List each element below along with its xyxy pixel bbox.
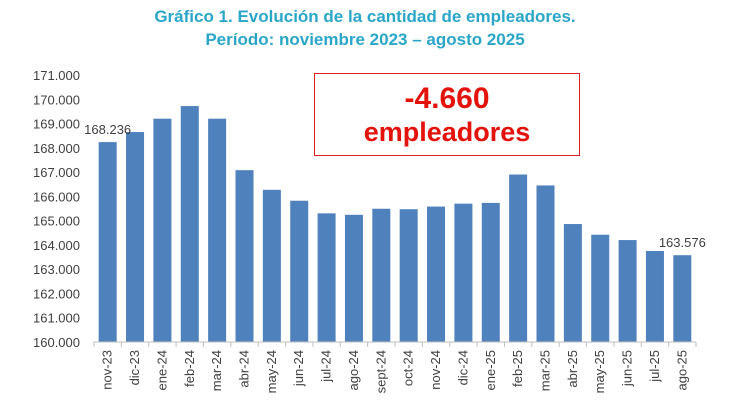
y-tick-label: 161.000 bbox=[33, 311, 80, 326]
bar bbox=[290, 200, 309, 342]
x-tick-label: jun-25 bbox=[620, 350, 635, 387]
y-tick-label: 166.000 bbox=[33, 189, 80, 204]
bar bbox=[536, 185, 555, 342]
bar bbox=[372, 208, 391, 342]
bar bbox=[317, 213, 336, 342]
x-tick-label: ene-24 bbox=[154, 350, 169, 390]
change-value: -4.660 bbox=[404, 82, 490, 115]
x-tick-label: sept-24 bbox=[373, 350, 388, 393]
bar bbox=[509, 174, 528, 342]
bar bbox=[454, 203, 473, 342]
x-tick-label: feb-25 bbox=[510, 350, 525, 387]
x-tick-label: abr-25 bbox=[565, 350, 580, 388]
x-tick-label: feb-24 bbox=[182, 350, 197, 387]
bar bbox=[208, 118, 227, 342]
y-tick-label: 167.000 bbox=[33, 165, 80, 180]
y-tick-label: 164.000 bbox=[33, 238, 80, 253]
bar bbox=[180, 106, 199, 342]
y-tick-label: 165.000 bbox=[33, 214, 80, 229]
bar bbox=[618, 240, 637, 342]
x-tick-label: nov-24 bbox=[428, 350, 443, 390]
x-tick-label: may-24 bbox=[264, 350, 279, 393]
chart-title: Gráfico 1. Evolución de la cantidad de e… bbox=[154, 7, 576, 26]
bar bbox=[126, 132, 145, 342]
bar bbox=[591, 234, 610, 342]
x-tick-label: abr-24 bbox=[237, 350, 252, 388]
x-tick-label: dic-24 bbox=[455, 350, 470, 385]
y-tick-label: 171.000 bbox=[33, 68, 80, 83]
bar bbox=[262, 189, 281, 342]
change-callout: -4.660 empleadores bbox=[314, 73, 580, 156]
x-tick-label: jun-24 bbox=[291, 350, 306, 387]
change-label: empleadores bbox=[363, 117, 531, 147]
x-tick-label: nov-23 bbox=[100, 350, 115, 390]
x-tick-label: mar-25 bbox=[538, 350, 553, 391]
x-tick-label: may-25 bbox=[592, 350, 607, 393]
x-tick-label: mar-24 bbox=[209, 350, 224, 391]
bar bbox=[563, 224, 582, 342]
bar bbox=[427, 206, 446, 342]
y-tick-label: 168.000 bbox=[33, 141, 80, 156]
bar bbox=[399, 209, 418, 342]
data-label: 163.576 bbox=[659, 235, 706, 250]
y-tick-label: 160.000 bbox=[33, 335, 80, 350]
bar bbox=[481, 202, 500, 342]
y-tick-label: 162.000 bbox=[33, 286, 80, 301]
bar bbox=[645, 250, 664, 342]
bar bbox=[98, 142, 117, 342]
y-tick-label: 163.000 bbox=[33, 262, 80, 277]
chart-subtitle: Período: noviembre 2023 – agosto 2025 bbox=[205, 30, 525, 49]
bar bbox=[344, 214, 363, 342]
y-tick-label: 169.000 bbox=[33, 117, 80, 132]
x-tick-label: jul-24 bbox=[319, 350, 334, 383]
bar bbox=[153, 118, 172, 342]
x-tick-label: jul-25 bbox=[647, 350, 662, 383]
x-tick-label: ene-25 bbox=[483, 350, 498, 390]
data-label: 168.236 bbox=[84, 122, 131, 137]
x-tick-label: ago-24 bbox=[346, 350, 361, 390]
x-tick-label: ago-25 bbox=[674, 350, 689, 390]
bar bbox=[673, 255, 692, 342]
bar bbox=[235, 170, 254, 342]
x-tick-label: dic-23 bbox=[127, 350, 142, 385]
y-tick-label: 170.000 bbox=[33, 92, 80, 107]
x-tick-label: oct-24 bbox=[401, 350, 416, 386]
